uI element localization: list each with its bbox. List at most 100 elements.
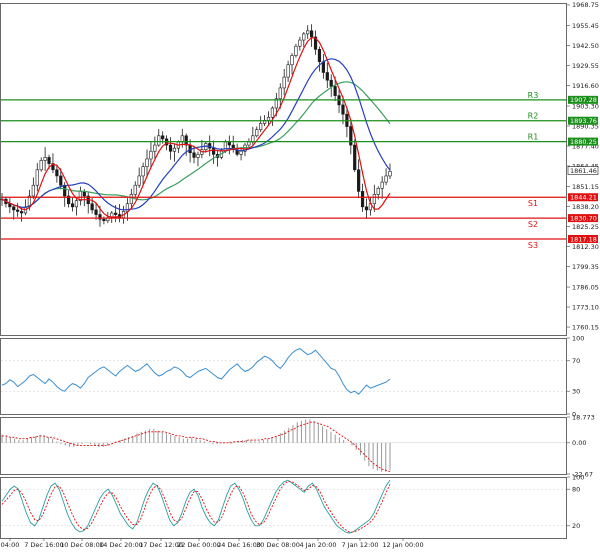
- price-y-tick-label: 1968.75: [572, 1, 599, 9]
- x-tick-label: 7 Dec 16:00: [24, 541, 64, 549]
- candle-body: [333, 86, 337, 96]
- candle-body: [31, 184, 35, 197]
- candle-body: [298, 39, 302, 47]
- level-name-r3: R3: [528, 91, 539, 100]
- level-price-label: 1880.25: [570, 138, 597, 146]
- ind1-y-tick-label: 30: [572, 388, 580, 396]
- indicator-panel-3-frame: [0, 477, 567, 539]
- ind1-y-tick-label: 70: [572, 357, 580, 365]
- candle-body: [172, 147, 177, 152]
- red-moving-average: [1, 36, 391, 218]
- level-price-box: [568, 95, 598, 104]
- price-y-tick-label: 1929.55: [572, 62, 599, 70]
- level-price-box: [568, 116, 598, 125]
- x-tick-label: 24 Dec 16:00: [217, 541, 261, 549]
- candle-body: [129, 194, 133, 205]
- ind2-y-tick-label: 18.773: [572, 413, 595, 421]
- candle-body: [341, 104, 345, 115]
- candle-body: [82, 191, 86, 197]
- candle-body: [255, 129, 259, 137]
- price-y-tick-label: 1903.30: [572, 102, 599, 110]
- candle-body: [329, 79, 333, 87]
- x-tick-label: 04:00: [1, 541, 20, 549]
- price-y-tick-label: 1851.15: [572, 183, 599, 191]
- candle-body: [114, 212, 118, 215]
- candle-body: [35, 169, 39, 186]
- level-name-s1: S1: [528, 199, 538, 208]
- level-price-box: [568, 234, 598, 243]
- candle-body: [47, 157, 51, 164]
- x-tick-label: 22 Dec 00:00: [177, 541, 221, 549]
- candle-body: [274, 98, 278, 109]
- price-panel: 1968.75 1955.45 1942.50 1929.55 1916.60 1903.…: [0, 1, 599, 336]
- x-tick-label: 14 Dec 20:00: [99, 541, 143, 549]
- level-name-s2: S2: [528, 220, 538, 229]
- candle-body: [247, 141, 251, 146]
- candle-body: [372, 194, 376, 205]
- candle-body: [286, 64, 290, 78]
- ind3-line-1: [1, 479, 391, 534]
- candle-body: [90, 203, 94, 211]
- candle-body: [294, 45, 298, 56]
- ind3-line-2: [1, 480, 391, 533]
- ind1-y-tick-label: 100: [572, 334, 584, 342]
- ind1-y-tick-label: 0: [572, 410, 576, 418]
- candle-body: [145, 158, 149, 167]
- current-price-label: 1861.46: [570, 167, 597, 175]
- candle-body: [192, 152, 196, 158]
- candle-body: [321, 61, 325, 73]
- candle-body: [227, 141, 231, 146]
- level-price-label: 1844.21: [570, 194, 597, 202]
- candle-body: [376, 188, 380, 195]
- current-price-box: [567, 166, 599, 175]
- candle-body: [317, 49, 322, 62]
- candle-body: [125, 203, 130, 212]
- level-price-label: 1830.70: [570, 214, 597, 222]
- x-tick-label: 7 Jan 12:00: [341, 541, 378, 549]
- candle-body: [184, 135, 188, 146]
- candle-body: [239, 150, 243, 155]
- candle-body: [161, 135, 165, 140]
- x-tick-label: 12 Jan 00:00: [382, 541, 423, 549]
- ind3-y-tick-label: 100: [572, 473, 584, 481]
- ind3-y-tick-label: 80: [572, 486, 580, 494]
- candle-body: [39, 160, 43, 171]
- x-tick-label: 17 Dec 12:00: [139, 541, 183, 549]
- candle-body: [168, 144, 173, 152]
- candle-body: [270, 107, 275, 118]
- price-y-tick-label: 1812.30: [572, 243, 599, 251]
- price-y-tick-label: 1773.10: [572, 303, 599, 311]
- level-price-box: [568, 137, 598, 146]
- candle-body: [43, 157, 47, 161]
- price-y-tick-label: 1890.35: [572, 122, 599, 130]
- level-name-r1: R1: [528, 133, 539, 142]
- candle-body: [266, 116, 271, 121]
- indicator-panel-3: 100 80 20: [0, 473, 584, 539]
- level-price-label: 1907.28: [570, 96, 597, 104]
- candle-body: [70, 203, 75, 208]
- candle-body: [67, 195, 71, 205]
- candle-body: [357, 169, 361, 192]
- level-price-box: [568, 214, 598, 223]
- candle-body: [310, 30, 314, 38]
- level-name-s3: S3: [528, 241, 538, 250]
- candle-body: [353, 144, 357, 171]
- candle-body: [278, 87, 282, 100]
- indicator-panel-1: 100 70 30 0: [0, 334, 584, 418]
- level-price-box: [568, 193, 598, 202]
- ind3-y-tick-label: 20: [572, 522, 580, 530]
- candle-body: [380, 181, 384, 189]
- candle-body: [153, 144, 157, 152]
- candle-body: [141, 166, 145, 177]
- candle-body: [196, 154, 200, 158]
- candle-body: [360, 191, 365, 208]
- candle-body: [349, 126, 353, 146]
- candle-body: [55, 169, 59, 177]
- level-price-label: 1817.18: [570, 235, 597, 243]
- ind1-line: [1, 348, 391, 395]
- candle-body: [282, 76, 286, 89]
- ind2-y-tick-label: -22.67: [572, 470, 593, 478]
